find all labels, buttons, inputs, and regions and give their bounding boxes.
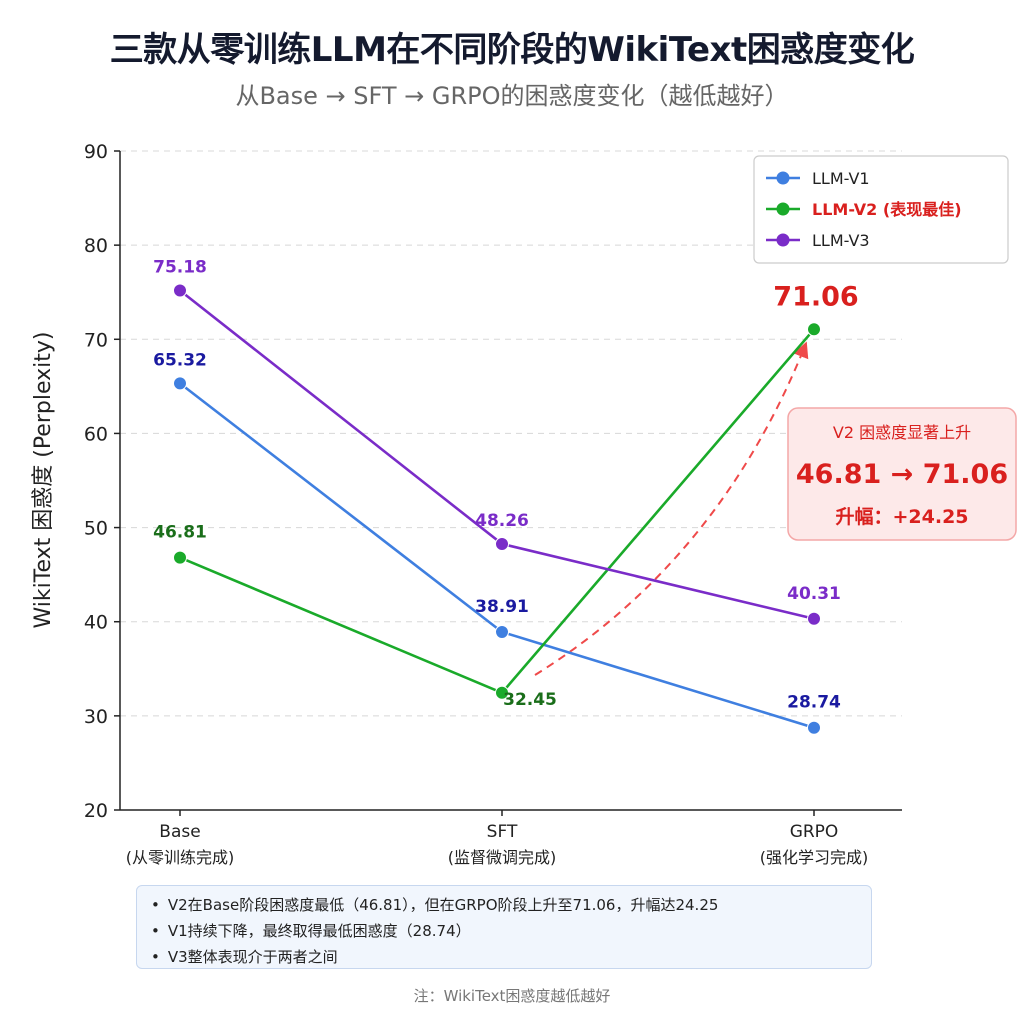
data-label: 46.81 <box>153 523 207 543</box>
line-chart: 20 30 40 50 60 70 80 90 Base (从零训练完成) SFT (监督微调完成) G… <box>31 141 1017 867</box>
data-label: 40.31 <box>787 584 841 604</box>
legend-swatch-marker <box>776 233 790 247</box>
data-label: 65.32 <box>153 350 207 370</box>
y-tick-label: 80 <box>84 235 108 257</box>
annotation-arrow-path <box>534 341 809 676</box>
chart-title: 三款从零训练LLM在不同阶段的WikiText困惑度变化 <box>109 30 915 70</box>
x-tick-label: SFT <box>487 822 518 842</box>
y-tick-label: 20 <box>84 800 108 822</box>
data-label: 28.74 <box>787 693 841 713</box>
legend: LLM-V1 LLM-V2 (表现最佳) LLM-V3 <box>753 155 1009 264</box>
footnote: 注：WikiText困惑度越低越好 <box>413 987 611 1005</box>
y-axis-title: WikiText 困惑度 (Perplexity) <box>31 332 56 629</box>
legend-label: LLM-V1 <box>812 169 870 188</box>
data-label: 75.18 <box>153 258 207 278</box>
annotation-heading: V2 困惑度显著上升 <box>833 423 971 442</box>
data-label: 38.91 <box>475 597 529 617</box>
y-tick-label: 40 <box>84 612 108 634</box>
data-point <box>173 283 187 298</box>
annotation-arrow <box>534 341 809 676</box>
annotation-box-bg <box>787 407 1017 541</box>
data-point <box>807 322 821 337</box>
legend-swatch-marker <box>776 171 790 185</box>
data-point <box>807 720 821 735</box>
x-tick-label: GRPO <box>790 822 839 842</box>
y-tick-label: 70 <box>84 329 108 351</box>
axes: 20 30 40 50 60 70 80 90 Base (从零训练完成) SFT (监督微调完成) G… <box>31 141 902 867</box>
data-label: 32.45 <box>503 690 557 710</box>
y-tick-label: 60 <box>84 423 108 445</box>
data-label: 48.26 <box>475 511 529 531</box>
legend-label: LLM-V2 (表现最佳) <box>812 200 962 219</box>
chart-subtitle: 从Base → SFT → GRPO的困惑度变化（越低越好） <box>235 82 789 110</box>
annotation-box: V2 困惑度显著上升 46.81 → 71.06 升幅：+24.25 <box>787 407 1017 541</box>
data-point <box>173 376 187 391</box>
data-point <box>807 611 821 626</box>
x-tick-sublabel: (从零训练完成) <box>126 848 235 867</box>
note-item: V1持续下降，最终取得最低困惑度（28.74） <box>151 918 857 944</box>
data-point <box>495 624 509 639</box>
annotation-change: 46.81 → 71.06 <box>796 459 1008 490</box>
data-point <box>495 536 509 551</box>
data-point <box>495 685 509 700</box>
x-tick-sublabel: (监督微调完成) <box>448 848 557 867</box>
y-tick-label: 90 <box>84 141 108 163</box>
data-labels: 65.32 38.91 28.74 46.81 32.45 71.06 75.18 48.26… <box>153 258 859 713</box>
y-tick-label: 30 <box>84 706 108 728</box>
y-tick-label: 50 <box>84 518 108 540</box>
series-line <box>179 382 815 729</box>
data-label: 71.06 <box>773 281 858 312</box>
legend-box <box>753 155 1009 264</box>
series <box>173 283 821 735</box>
x-tick-sublabel: (强化学习完成) <box>760 848 869 867</box>
note-item: V2在Base阶段困惑度最低（46.81），但在GRPO阶段上升至71.06，升… <box>151 892 857 918</box>
data-point <box>173 550 187 565</box>
legend-label: LLM-V3 <box>812 231 870 250</box>
note-item: V3整体表现介于两者之间 <box>151 944 857 970</box>
x-tick-label: Base <box>159 822 200 842</box>
legend-swatch-marker <box>776 202 790 216</box>
annotation-increase: 升幅：+24.25 <box>835 505 968 528</box>
notes-box: V2在Base阶段困惑度最低（46.81），但在GRPO阶段上升至71.06，升… <box>136 885 872 969</box>
